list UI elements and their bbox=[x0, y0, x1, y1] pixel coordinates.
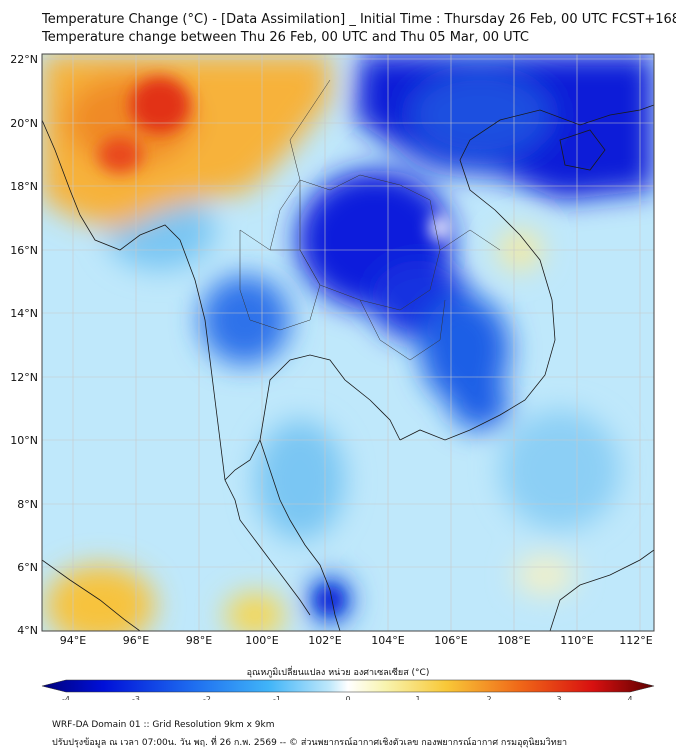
colorbar-tick: 4 bbox=[627, 695, 632, 700]
lon-label: 96°E bbox=[123, 634, 149, 647]
lon-label: 108°E bbox=[497, 634, 530, 647]
lon-label: 102°E bbox=[308, 634, 341, 647]
lat-label: 12°N bbox=[10, 371, 38, 384]
lon-label: 112°E bbox=[619, 634, 652, 647]
footer-model-info: WRF-DA Domain 01 :: Grid Resolution 9km … bbox=[52, 720, 275, 730]
admin-borders bbox=[239, 79, 501, 361]
lon-label: 110°E bbox=[560, 634, 593, 647]
gridlines bbox=[42, 54, 654, 631]
temperature-field bbox=[42, 54, 654, 631]
field-cold-ne-edge bbox=[410, 70, 550, 160]
lat-label: 22°N bbox=[10, 53, 38, 66]
field-cool-gulf bbox=[255, 420, 345, 540]
colorbar-ticks: -4 -3 -2 -1 0 1 2 3 4 bbox=[62, 695, 633, 700]
field-neutral-spot bbox=[430, 216, 450, 240]
coastlines bbox=[42, 104, 654, 631]
chart-title: Temperature Change (°C) - [Data Assimila… bbox=[42, 12, 676, 27]
colorbar-tick: 1 bbox=[415, 695, 420, 700]
colorbar: -4 -3 -2 -1 0 1 2 3 4 bbox=[41, 679, 655, 700]
colorbar-title: อุณหภูมิเปลี่ยนแปลง หน่วย องศาเซลเซียส (… bbox=[246, 668, 430, 678]
lat-label: 18°N bbox=[10, 180, 38, 193]
chart-subtitle: Temperature change between Thu 26 Feb, 0… bbox=[42, 30, 529, 45]
field-cool-scs bbox=[500, 410, 620, 530]
lat-label: 8°N bbox=[17, 498, 38, 511]
lon-label: 104°E bbox=[371, 634, 404, 647]
footer-update-info: ปรับปรุงข้อมูล ณ เวลา 07:00น. วัน พฤ. ที… bbox=[52, 738, 568, 748]
lat-label: 20°N bbox=[10, 117, 38, 130]
lat-label: 10°N bbox=[10, 434, 38, 447]
map-figure: 22°N 20°N 18°N 16°N 14°N 12°N 10°N 8°N 6… bbox=[10, 53, 655, 700]
lat-label: 14°N bbox=[10, 307, 38, 320]
lat-axis: 22°N 20°N 18°N 16°N 14°N 12°N 10°N 8°N 6… bbox=[10, 53, 38, 637]
colorbar-bar bbox=[41, 679, 655, 693]
lon-label: 106°E bbox=[434, 634, 467, 647]
field-warm-malaysia bbox=[225, 593, 285, 631]
lat-label: 4°N bbox=[17, 624, 38, 637]
field-warm-southwest bbox=[45, 565, 155, 631]
colorbar-tick: -1 bbox=[273, 695, 281, 700]
lon-label: 94°E bbox=[60, 634, 86, 647]
colorbar-tick: -2 bbox=[203, 695, 211, 700]
lat-label: 16°N bbox=[10, 244, 38, 257]
colorbar-tick: -3 bbox=[132, 695, 140, 700]
map-frame bbox=[41, 53, 655, 632]
field-hot-secondary bbox=[98, 137, 142, 173]
colorbar-tick: 2 bbox=[486, 695, 491, 700]
lat-label: 6°N bbox=[17, 561, 38, 574]
field-hot-core bbox=[130, 77, 190, 133]
field-cold-spot bbox=[316, 586, 344, 614]
field-cold-west-thailand bbox=[200, 275, 290, 365]
colorbar-tick: 0 bbox=[345, 695, 350, 700]
field-cold-mekong bbox=[450, 380, 510, 430]
field-cold-cambodia bbox=[420, 295, 510, 405]
colorbar-tick: -4 bbox=[62, 695, 70, 700]
lon-label: 100°E bbox=[245, 634, 278, 647]
colorbar-tick: 3 bbox=[556, 695, 561, 700]
lon-axis: 94°E 96°E 98°E 100°E 102°E 104°E 106°E 1… bbox=[60, 634, 653, 647]
lon-label: 98°E bbox=[186, 634, 212, 647]
field-warm-borneo bbox=[515, 555, 575, 595]
